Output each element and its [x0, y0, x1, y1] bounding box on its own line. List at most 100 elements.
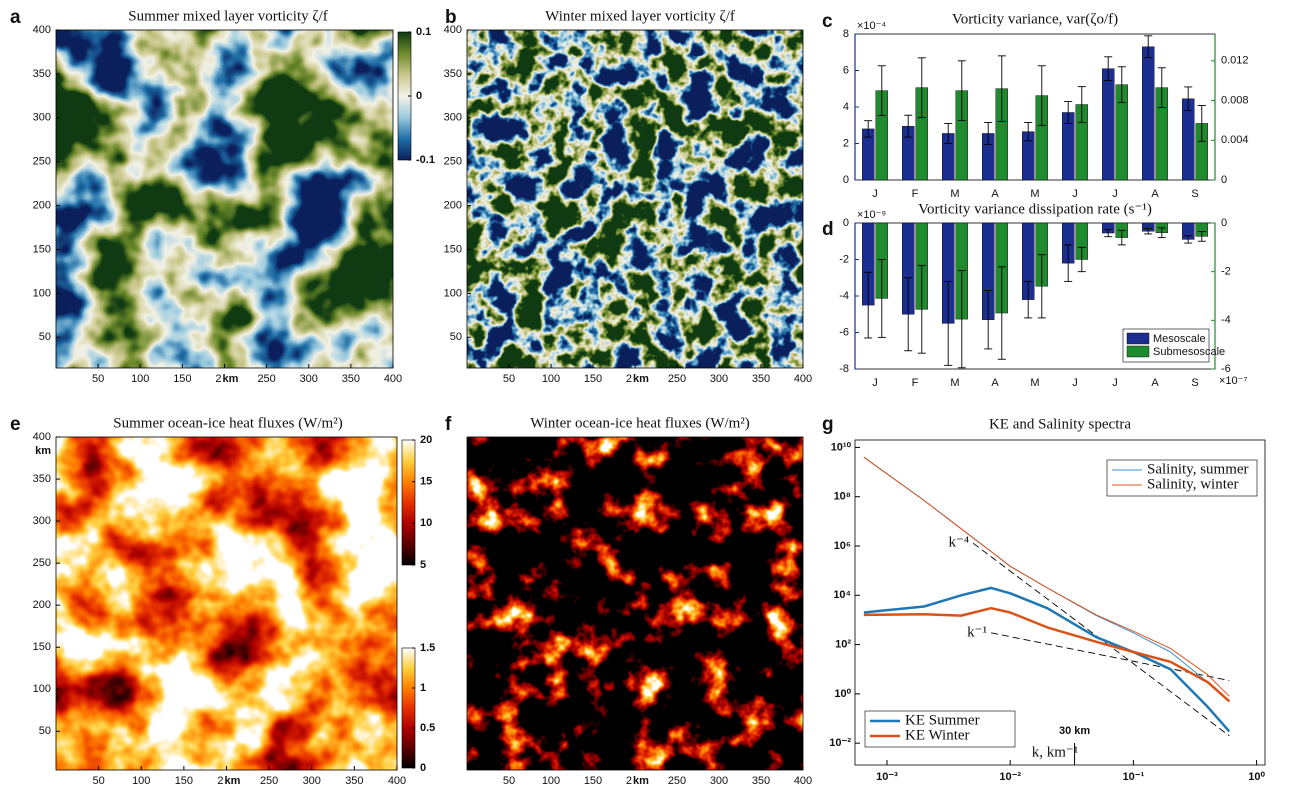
y-tick-label: 350: [444, 68, 462, 80]
x-tick-label: 10⁻²: [999, 771, 1021, 783]
y-tick-label: 300: [33, 515, 51, 527]
error-bar: [1157, 67, 1166, 108]
x-tick-label: F: [912, 377, 919, 389]
x-tick-label: 200: [217, 775, 235, 787]
x-tick-label: A: [1151, 188, 1159, 200]
field-image: [467, 437, 803, 770]
colorbar-tick-label: 0: [416, 90, 422, 102]
legend-box: [864, 710, 1016, 748]
y-tick-label: 10⁸: [834, 491, 851, 503]
x-tick-label: 50: [503, 775, 515, 787]
y2-tick-label: 0.004: [1221, 134, 1249, 146]
x-axis-label: km: [225, 775, 241, 787]
panel-label: g: [822, 414, 834, 435]
x-tick-label: 100: [542, 373, 560, 385]
y-tick-label: 10⁻²: [829, 737, 851, 749]
error-bar: [1184, 86, 1193, 112]
x-tick-label: 250: [260, 775, 278, 787]
x-tick-label: 100: [132, 775, 150, 787]
error-bar: [957, 60, 966, 121]
y-tick-label: 50: [450, 331, 462, 343]
error-bar: [877, 65, 886, 116]
error-bar: [864, 120, 873, 138]
y2-exponent: ×10⁻⁷: [1219, 375, 1247, 387]
y-tick-label: 10⁴: [833, 589, 851, 601]
chart-title: Vorticity variance dissipation rate (s⁻¹…: [918, 201, 1152, 217]
x-tick-label: 10⁻¹: [1123, 771, 1145, 783]
x-tick-label: 350: [752, 775, 770, 787]
x-tick-label: A: [1151, 377, 1159, 389]
error-bar: [1064, 101, 1073, 124]
error-bar: [944, 122, 953, 144]
x-axis-label: km: [633, 775, 649, 787]
x-tick-label: 150: [584, 775, 602, 787]
x-axis-label: km: [223, 373, 239, 385]
panel-label: d: [822, 219, 834, 240]
chart-title: Summer mixed layer vorticity ζ/f: [128, 8, 328, 24]
error-bar: [917, 265, 926, 354]
x-tick-label: 400: [794, 775, 812, 787]
colorbar-tick-label: 0.5: [420, 722, 435, 734]
y-tick-label: 350: [33, 68, 51, 80]
error-bar: [1064, 244, 1073, 282]
chart-title: Winter ocean-ice heat fluxes (W/m²): [530, 415, 750, 431]
colorbar-tick-label: -0.1: [416, 154, 435, 166]
error-bar: [997, 266, 1006, 360]
error-bar: [1117, 66, 1126, 103]
panel-label: b: [445, 7, 457, 28]
x-axis-label: km: [633, 373, 649, 385]
x-tick-label: 350: [752, 373, 770, 385]
error-bar: [984, 290, 993, 350]
y2-tick-label: 0.008: [1221, 94, 1249, 106]
series-line: [863, 586, 1231, 733]
y-tick-label: 350: [33, 473, 51, 485]
y-tick-label: 10¹⁰: [831, 441, 852, 453]
bar: [1101, 68, 1115, 181]
panel-label: f: [445, 414, 452, 435]
y-tick-label: 8: [843, 28, 849, 40]
error-bar: [997, 55, 1006, 122]
colorbar-tick-label: 0: [420, 762, 426, 774]
error-bar: [984, 122, 993, 145]
colorbar-tick-label: 1: [420, 682, 426, 694]
x-tick-label: M: [950, 377, 959, 389]
error-bar: [1024, 122, 1033, 142]
error-bar: [904, 114, 913, 138]
x-tick-label: 150: [175, 775, 193, 787]
y-tick-label: 100: [33, 683, 51, 695]
y-tick-label: 300: [444, 112, 462, 124]
y-tick-label: 250: [33, 156, 51, 168]
x-tick-label: S: [1191, 377, 1198, 389]
x-tick-label: 10⁻³: [876, 771, 898, 783]
x-tick-label: J: [1072, 377, 1078, 389]
error-bar: [877, 259, 886, 338]
x-tick-label: F: [912, 188, 919, 200]
field-image: [56, 30, 393, 368]
y2-tick-label: -2: [1221, 266, 1231, 278]
error-bar: [904, 277, 913, 352]
legend-swatch: [1126, 332, 1150, 345]
legend-box: [1106, 459, 1258, 497]
bar: [1141, 46, 1155, 181]
error-bar: [1104, 228, 1113, 238]
chart-title: Vorticity variance, var(ζo/f): [952, 11, 1118, 27]
panel-label: a: [10, 7, 21, 28]
y-tick-label: 10⁶: [834, 540, 851, 552]
x-tick-label: 250: [257, 373, 275, 385]
legend-label: Mesoscale: [1153, 333, 1206, 345]
y-tick-label: 250: [33, 557, 51, 569]
y-tick-label: 150: [33, 641, 51, 653]
panel-label: c: [822, 11, 833, 32]
x-tick-label: 100: [131, 373, 149, 385]
error-bar: [1077, 86, 1086, 123]
plot-frame: [854, 439, 1266, 766]
y-tick-label: 2: [843, 137, 849, 149]
x-tick-label: 200: [626, 373, 644, 385]
x-tick-label: A: [991, 188, 999, 200]
x-tick-label: S: [1191, 188, 1198, 200]
y-tick-label: 10²: [835, 638, 851, 650]
legend-label: Salinity, winter: [1147, 476, 1239, 492]
x-tick-label: 250: [668, 373, 686, 385]
x-tick-label: 300: [303, 775, 321, 787]
series-line: [863, 456, 1230, 697]
